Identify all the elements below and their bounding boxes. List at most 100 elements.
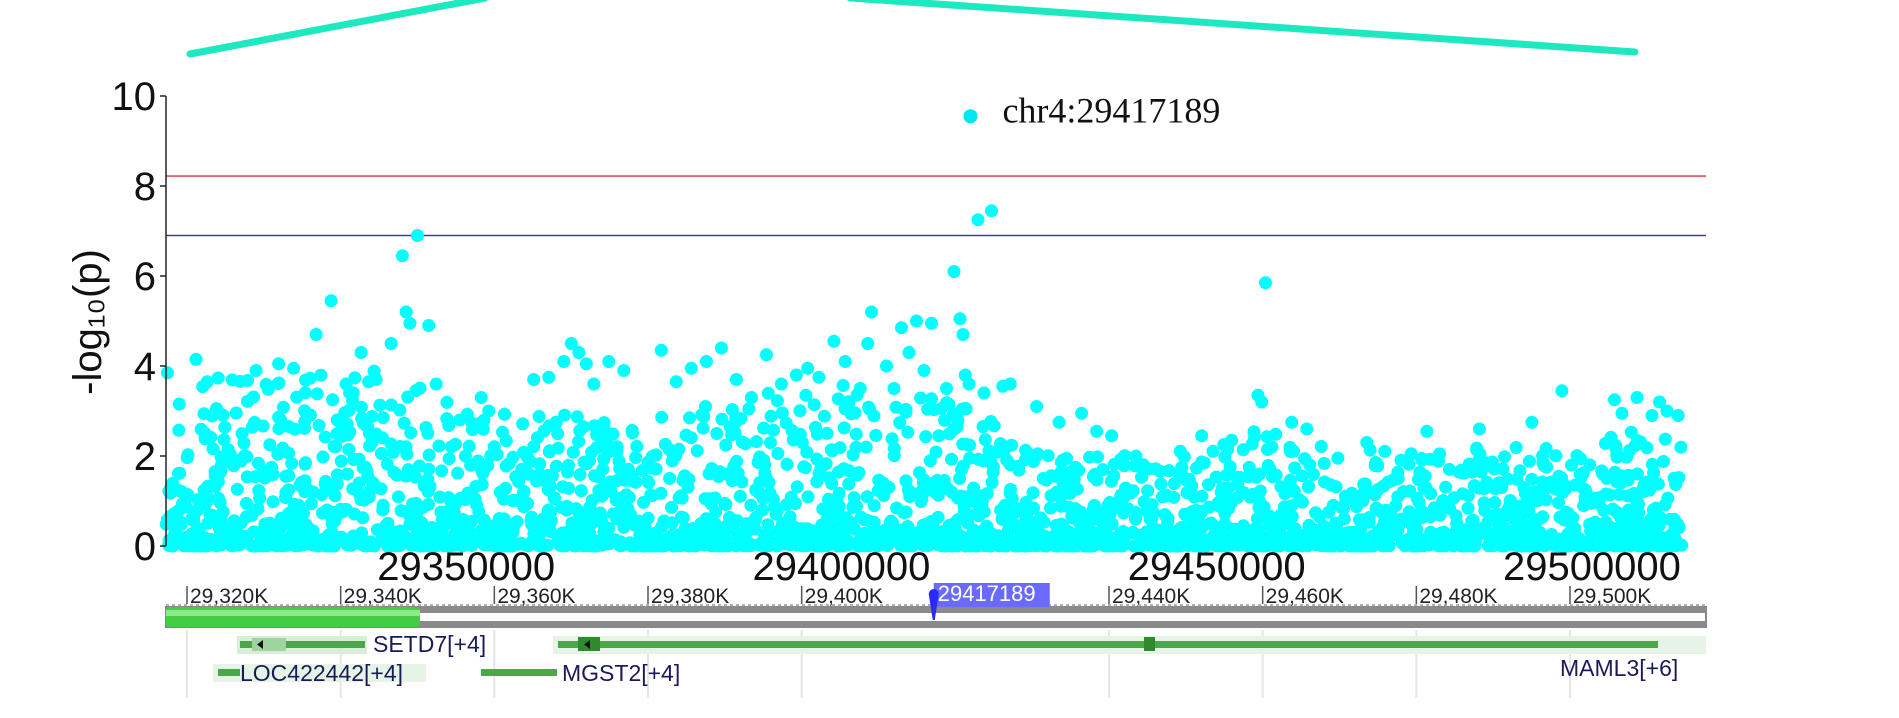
snp-point (1614, 539, 1628, 553)
lead-snp-label: chr4:29417189 (1002, 90, 1220, 130)
snp-point (710, 427, 724, 440)
snp-point (977, 386, 991, 400)
y-tick-label: 0 (134, 525, 156, 569)
gene-setd7[interactable]: SETD7[+4] (237, 631, 486, 657)
snp-point (1283, 473, 1297, 487)
snp-point (1405, 539, 1419, 553)
snp-point (663, 532, 677, 546)
snp-point (1508, 499, 1522, 513)
snp-point (813, 534, 827, 548)
snp-point (921, 402, 935, 416)
snp-point (613, 505, 627, 518)
snp-point (810, 427, 824, 441)
snp-point (996, 505, 1010, 518)
snp-point (676, 526, 690, 540)
snp-point (1317, 456, 1331, 470)
snp-point (735, 435, 749, 449)
snp-point (842, 395, 856, 409)
snp-point (1672, 521, 1686, 535)
snp-point (1164, 539, 1178, 553)
snp-point (206, 442, 220, 456)
snp-point (859, 440, 873, 454)
snp-point (357, 493, 371, 507)
snp-point (384, 398, 398, 412)
snp-point (1250, 539, 1264, 553)
snp-point (1086, 470, 1100, 483)
snp-point (1394, 453, 1408, 467)
snp-point (346, 394, 359, 407)
snp-point (484, 449, 498, 463)
snp-point (1057, 524, 1071, 538)
gene-loc422442[interactable]: LOC422442[+4] (213, 660, 426, 686)
snp-point (1241, 470, 1255, 484)
snp-point (676, 473, 690, 487)
snp-point (1300, 422, 1314, 436)
snp-point (1248, 430, 1262, 444)
snp-point (831, 392, 845, 406)
snp-point (309, 328, 323, 341)
snp-point (807, 398, 821, 412)
genome-ruler: 29,320K 29,340K 29,360K 29,380K 29,400K 29,44… (165, 581, 1707, 628)
snp-point (1587, 518, 1601, 532)
snp-point (1267, 526, 1281, 540)
snp-point (1602, 519, 1616, 533)
snp-point (549, 459, 563, 473)
snp-point (1101, 499, 1114, 513)
snp-point (530, 474, 543, 488)
snp-point (282, 469, 296, 483)
snp-point (399, 440, 413, 454)
snp-point (568, 520, 582, 534)
snp-point (1072, 463, 1086, 477)
gene-maml3[interactable]: MAML3[+6] (553, 636, 1706, 681)
snp-point (985, 476, 999, 489)
snp-point (573, 424, 587, 438)
snp-point (1154, 477, 1168, 491)
snp-point (938, 413, 952, 427)
snp-point (910, 314, 923, 328)
snp-point (1001, 524, 1015, 538)
gene-mgst2[interactable]: MGST2[+4] (481, 660, 680, 686)
snp-point (643, 539, 657, 553)
snp-point (328, 489, 342, 503)
snp-point (780, 457, 794, 471)
snp-point (812, 370, 826, 384)
snp-point (1052, 415, 1066, 429)
snp-point (325, 517, 339, 531)
snp-point (1485, 512, 1499, 526)
snp-point (161, 366, 174, 380)
snp-point (1525, 539, 1539, 553)
snp-point (204, 538, 218, 552)
gene-maml3-body (558, 641, 1658, 648)
snp-point (1031, 447, 1045, 461)
snp-point (953, 472, 967, 485)
snp-point (272, 410, 286, 424)
snp-point (435, 464, 449, 478)
snp-point (1344, 525, 1358, 539)
snp-point (849, 440, 863, 454)
snp-point (1495, 521, 1509, 535)
snp-point (1552, 496, 1565, 510)
snp-point (497, 492, 511, 506)
snp-point (1613, 510, 1627, 524)
snp-point (983, 533, 997, 547)
snp-point (364, 484, 377, 497)
snp-point (1182, 472, 1196, 486)
snp-point (1535, 475, 1549, 489)
snp-point (1378, 444, 1392, 458)
snp-point (1285, 415, 1299, 429)
snp-point (542, 370, 556, 384)
zoom-line-left (186, 0, 488, 58)
snp-point (872, 473, 886, 487)
snp-point (173, 466, 187, 480)
background-points (159, 364, 1689, 553)
x-tick-label: 29500000 (1503, 545, 1681, 589)
snp-point (272, 376, 286, 390)
snp-point (1634, 435, 1648, 449)
snp-point (200, 375, 214, 389)
snp-point (849, 427, 863, 441)
snp-point (266, 495, 280, 509)
snp-point (1150, 536, 1164, 550)
snp-point (669, 375, 683, 389)
snp-point (1424, 487, 1438, 501)
snp-point (725, 474, 739, 488)
